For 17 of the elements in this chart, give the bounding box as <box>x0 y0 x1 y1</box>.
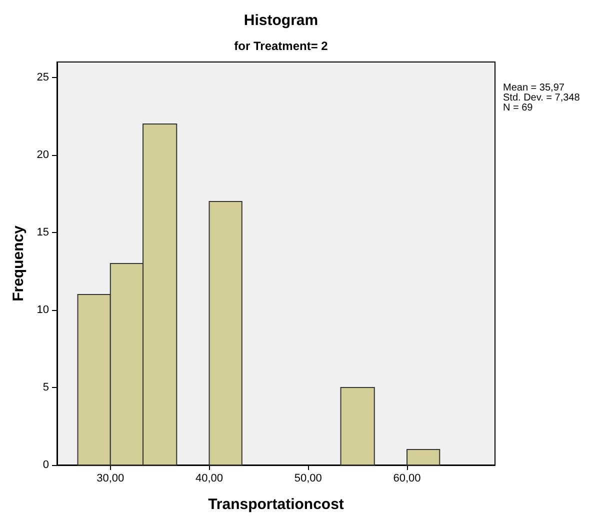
y-tick-label: 0 <box>42 459 49 471</box>
y-tick-label: 5 <box>42 382 49 394</box>
y-tick-label: 20 <box>36 149 49 161</box>
x-tick-label: 50,00 <box>294 472 322 484</box>
y-tick-label: 25 <box>36 72 49 84</box>
y-axis-title: Frequency <box>10 224 27 302</box>
y-tick-label: 15 <box>36 226 49 238</box>
y-tick-label: 10 <box>36 304 49 316</box>
chart-title: Histogram <box>244 12 318 29</box>
text: Std. Dev. = 7,348 <box>503 92 580 104</box>
chart-subtitle: for Treatment= 2 <box>234 39 328 53</box>
x-tick-label: 30,00 <box>96 472 124 484</box>
text: Mean = 35,97 <box>503 82 565 94</box>
x-tick-label: 40,00 <box>195 472 224 484</box>
x-axis-title: Transportationcost <box>208 496 344 513</box>
x-tick-label: 60,00 <box>393 472 421 484</box>
text: N = 69 <box>503 102 534 114</box>
